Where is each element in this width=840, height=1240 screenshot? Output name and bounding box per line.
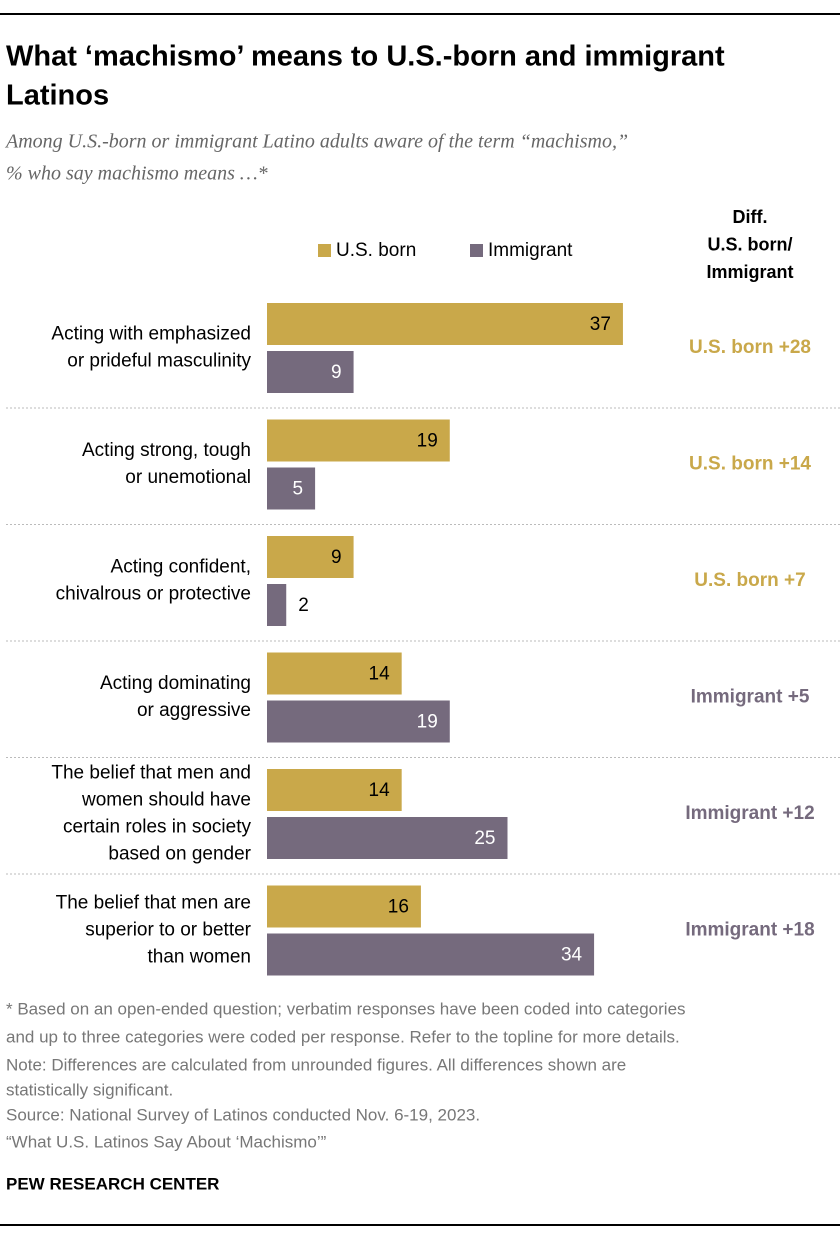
value-label: 16 <box>388 897 409 918</box>
diff-header: Immigrant <box>706 262 793 282</box>
chart-subtitle: Among U.S.-born or immigrant Latino adul… <box>4 131 628 153</box>
bar <box>267 817 508 859</box>
category-label: or prideful masculinity <box>67 351 251 372</box>
bar <box>267 351 354 393</box>
legend-label: Immigrant <box>488 240 573 261</box>
value-label: 14 <box>369 664 391 685</box>
category-label: or unemotional <box>125 467 251 488</box>
value-label: 5 <box>293 479 304 500</box>
value-label: 19 <box>417 431 438 452</box>
bar <box>267 769 402 811</box>
footnote: and up to three categories were coded pe… <box>6 1027 680 1046</box>
category-label: Acting with emphasized <box>51 324 251 345</box>
chart-title: What ‘machismo’ means to U.S.-born and i… <box>6 41 725 73</box>
category-label: The belief that men are <box>56 893 251 914</box>
diff-label: U.S. born +14 <box>689 454 811 475</box>
bar <box>267 584 287 626</box>
footnote: * Based on an open-ended question; verba… <box>6 999 686 1018</box>
value-label: 14 <box>369 780 391 801</box>
diff-header: U.S. born/ <box>708 234 793 254</box>
bar <box>267 652 402 695</box>
diff-label: Immigrant +18 <box>685 920 814 941</box>
diff-label: U.S. born +7 <box>694 570 805 591</box>
footnote: Note: Differences are calculated from un… <box>6 1055 626 1074</box>
category-label: Acting confident, <box>111 557 251 578</box>
footnote: Source: National Survey of Latinos condu… <box>6 1105 480 1124</box>
value-label: 19 <box>417 712 438 733</box>
legend-swatch <box>318 244 331 257</box>
value-label: 9 <box>331 547 342 568</box>
bar <box>267 467 316 510</box>
value-label: 37 <box>590 314 611 335</box>
value-label: 34 <box>561 945 583 966</box>
bar <box>267 933 595 976</box>
chart-title: Latinos <box>6 80 109 112</box>
chart-subtitle: % who say machismo means …* <box>6 163 268 185</box>
source-org: PEW RESEARCH CENTER <box>6 1174 219 1193</box>
category-label: certain roles in society <box>63 817 251 838</box>
legend-swatch <box>470 244 483 257</box>
bar <box>267 536 354 578</box>
value-label: 2 <box>298 595 309 616</box>
bar <box>267 885 421 928</box>
value-label: 9 <box>331 362 342 383</box>
bar <box>267 419 450 462</box>
category-label: Acting strong, tough <box>82 440 251 461</box>
diff-header: Diff. <box>733 207 768 227</box>
diff-label: Immigrant +12 <box>685 803 814 824</box>
category-label: Acting dominating <box>100 673 251 694</box>
category-label: than women <box>147 947 251 968</box>
diff-label: Immigrant +5 <box>691 687 810 708</box>
bar <box>267 303 623 345</box>
category-label: based on gender <box>108 844 251 865</box>
value-label: 25 <box>474 828 495 849</box>
footnote: statistically significant. <box>6 1080 173 1099</box>
category-label: The belief that men and <box>51 763 251 784</box>
category-label: or aggressive <box>137 700 251 721</box>
category-label: women should have <box>81 790 251 811</box>
category-label: chivalrous or protective <box>56 584 251 605</box>
category-label: superior to or better <box>85 920 251 941</box>
diff-label: U.S. born +28 <box>689 337 811 358</box>
bar <box>267 700 450 743</box>
footnote: “What U.S. Latinos Say About ‘Machismo’” <box>6 1132 327 1151</box>
legend-label: U.S. born <box>336 240 416 261</box>
